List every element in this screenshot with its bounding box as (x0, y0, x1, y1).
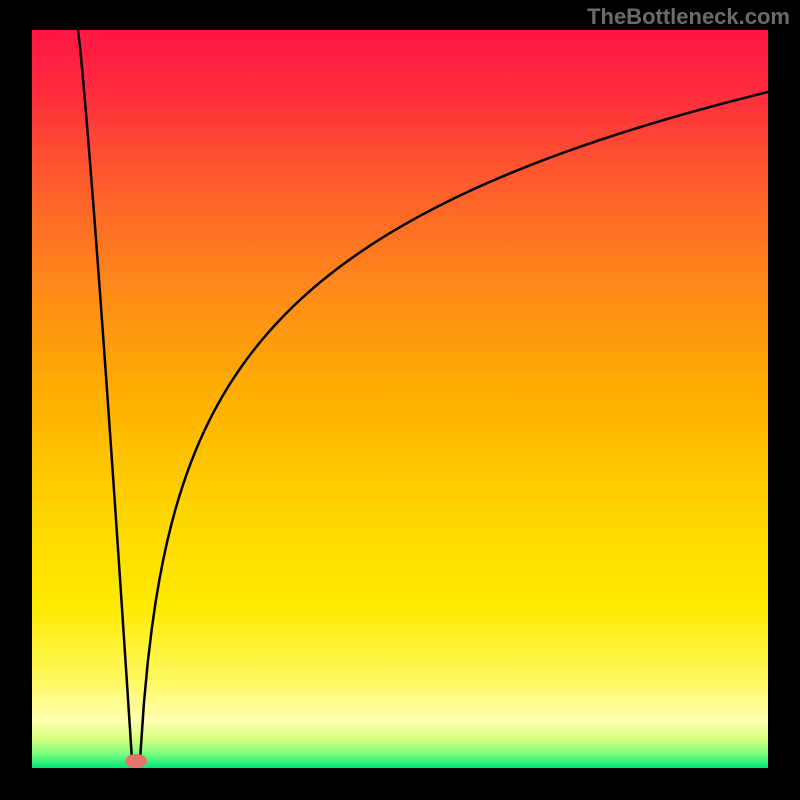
chart-svg (32, 30, 768, 768)
plot-area (32, 30, 768, 768)
optimum-marker (125, 754, 147, 768)
watermark-text: TheBottleneck.com (587, 4, 790, 30)
gradient-background (32, 30, 768, 768)
chart-container: TheBottleneck.com (0, 0, 800, 800)
